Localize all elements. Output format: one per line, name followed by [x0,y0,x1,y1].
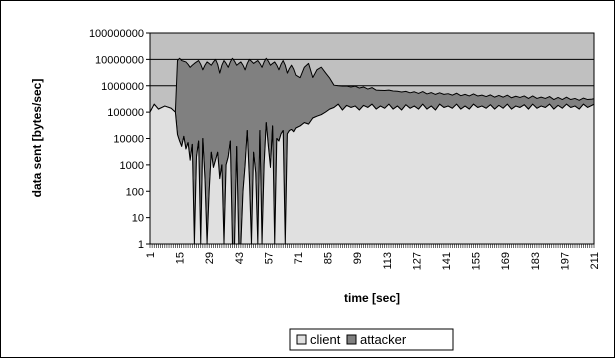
legend-label-attacker: attacker [360,332,407,347]
x-tick-label: 141 [441,252,453,270]
y-tick-label: 1000000 [101,81,144,93]
y-tick-label: 10000000 [95,54,144,66]
x-tick-label: 155 [471,252,483,270]
legend-swatch-attacker [346,334,357,345]
y-tick-label: 10000 [113,134,144,146]
y-tick-label: 1 [138,239,144,251]
y-tick-label: 100000 [107,107,144,119]
x-axis-title: time [sec] [344,291,400,305]
x-ticks: 1 15 29 43 57 71 85 99 113 127 141 155 169 183 197 211 [145,244,601,270]
legend-label-client: client [310,332,341,347]
y-tick-label: 1000 [120,160,144,172]
series-area-client [149,103,595,245]
x-tick-label: 85 [323,252,335,264]
x-tick-label: 113 [382,252,394,270]
x-tick-label: 99 [352,252,364,264]
y-tick-label: 10 [132,213,144,225]
x-tick-label: 57 [263,252,275,264]
x-tick-label: 71 [293,252,305,264]
x-tick-label: 43 [234,252,246,264]
x-tick-label: 197 [559,252,571,270]
legend-box [289,328,454,351]
x-tick-label: 211 [589,252,601,270]
x-tick-label: 1 [145,252,157,258]
legend-swatch-client [296,334,307,345]
x-tick-label: 183 [530,252,542,270]
x-tick-label: 29 [204,252,216,264]
x-tick-label: 15 [175,252,187,264]
y-ticks: 1 10 100 1000 10000 100000 1000000 10000000 1000… [89,28,150,251]
legend: client attacker [289,328,454,351]
y-tick-label: 100000000 [89,28,144,40]
x-tick-label: 127 [411,252,423,270]
x-tick-label: 169 [500,252,512,270]
y-tick-label: 100 [126,186,144,198]
y-axis-title: data sent [bytes/sec] [30,79,44,198]
